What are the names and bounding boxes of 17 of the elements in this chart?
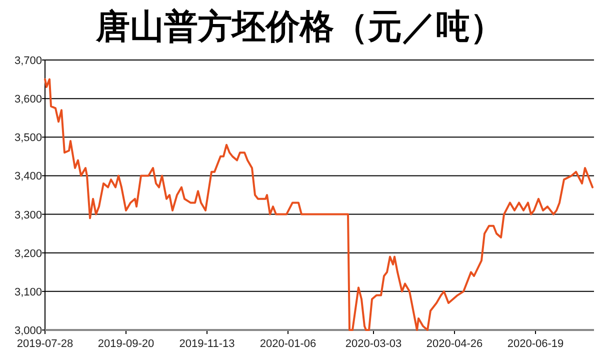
x-tick-label: 2020-06-19 bbox=[507, 338, 564, 350]
x-tick-label: 2020-03-03 bbox=[345, 338, 402, 350]
line-series bbox=[44, 78, 594, 331]
y-tick-label: 3,400 bbox=[14, 170, 42, 183]
chart-title: 唐山普方坯价格（元／吨） bbox=[95, 7, 504, 46]
y-tick-label: 3,200 bbox=[14, 248, 42, 260]
y-tick-label: 3,100 bbox=[14, 286, 42, 298]
x-tick-label: 2019-07-28 bbox=[16, 338, 74, 350]
y-tick-label: 3,500 bbox=[14, 132, 42, 144]
x-tick-label: 2020-01-06 bbox=[260, 338, 316, 350]
x-tick-label: 2020-04-26 bbox=[426, 338, 483, 350]
y-tick-label: 3,700 bbox=[14, 55, 42, 67]
y-tick-label: 3,600 bbox=[14, 94, 42, 106]
y-tick-label: 3,000 bbox=[14, 325, 42, 337]
x-tick-label: 2019-09-20 bbox=[98, 338, 154, 350]
x-tick-label: 2019-11-13 bbox=[179, 338, 235, 350]
y-tick-label: 3,300 bbox=[14, 209, 42, 222]
